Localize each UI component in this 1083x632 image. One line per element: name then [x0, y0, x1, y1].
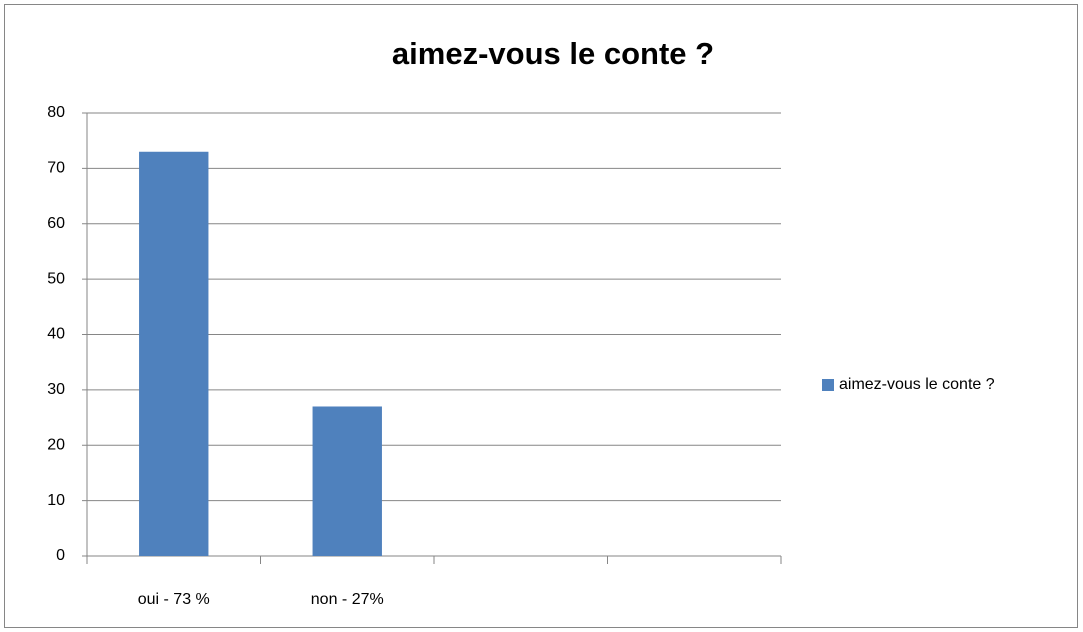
chart-title: aimez-vous le conte ?: [392, 36, 714, 71]
y-tick-label: 10: [47, 492, 65, 509]
y-tick-label: 0: [56, 547, 65, 564]
legend-label: aimez-vous le conte ?: [839, 376, 995, 393]
bar: [139, 151, 209, 556]
y-tick-label: 40: [47, 326, 65, 343]
y-tick-label: 50: [47, 270, 65, 287]
y-tick-label: 20: [47, 436, 65, 453]
y-tick-label: 30: [47, 381, 65, 398]
y-tick-label: 80: [47, 104, 65, 121]
x-tick-label: oui - 73 %: [138, 591, 210, 608]
legend-swatch: [822, 379, 834, 391]
x-tick-label: non - 27%: [311, 591, 384, 608]
y-tick-label: 70: [47, 160, 65, 177]
y-tick-label: 60: [47, 215, 65, 232]
bar: [312, 406, 382, 556]
